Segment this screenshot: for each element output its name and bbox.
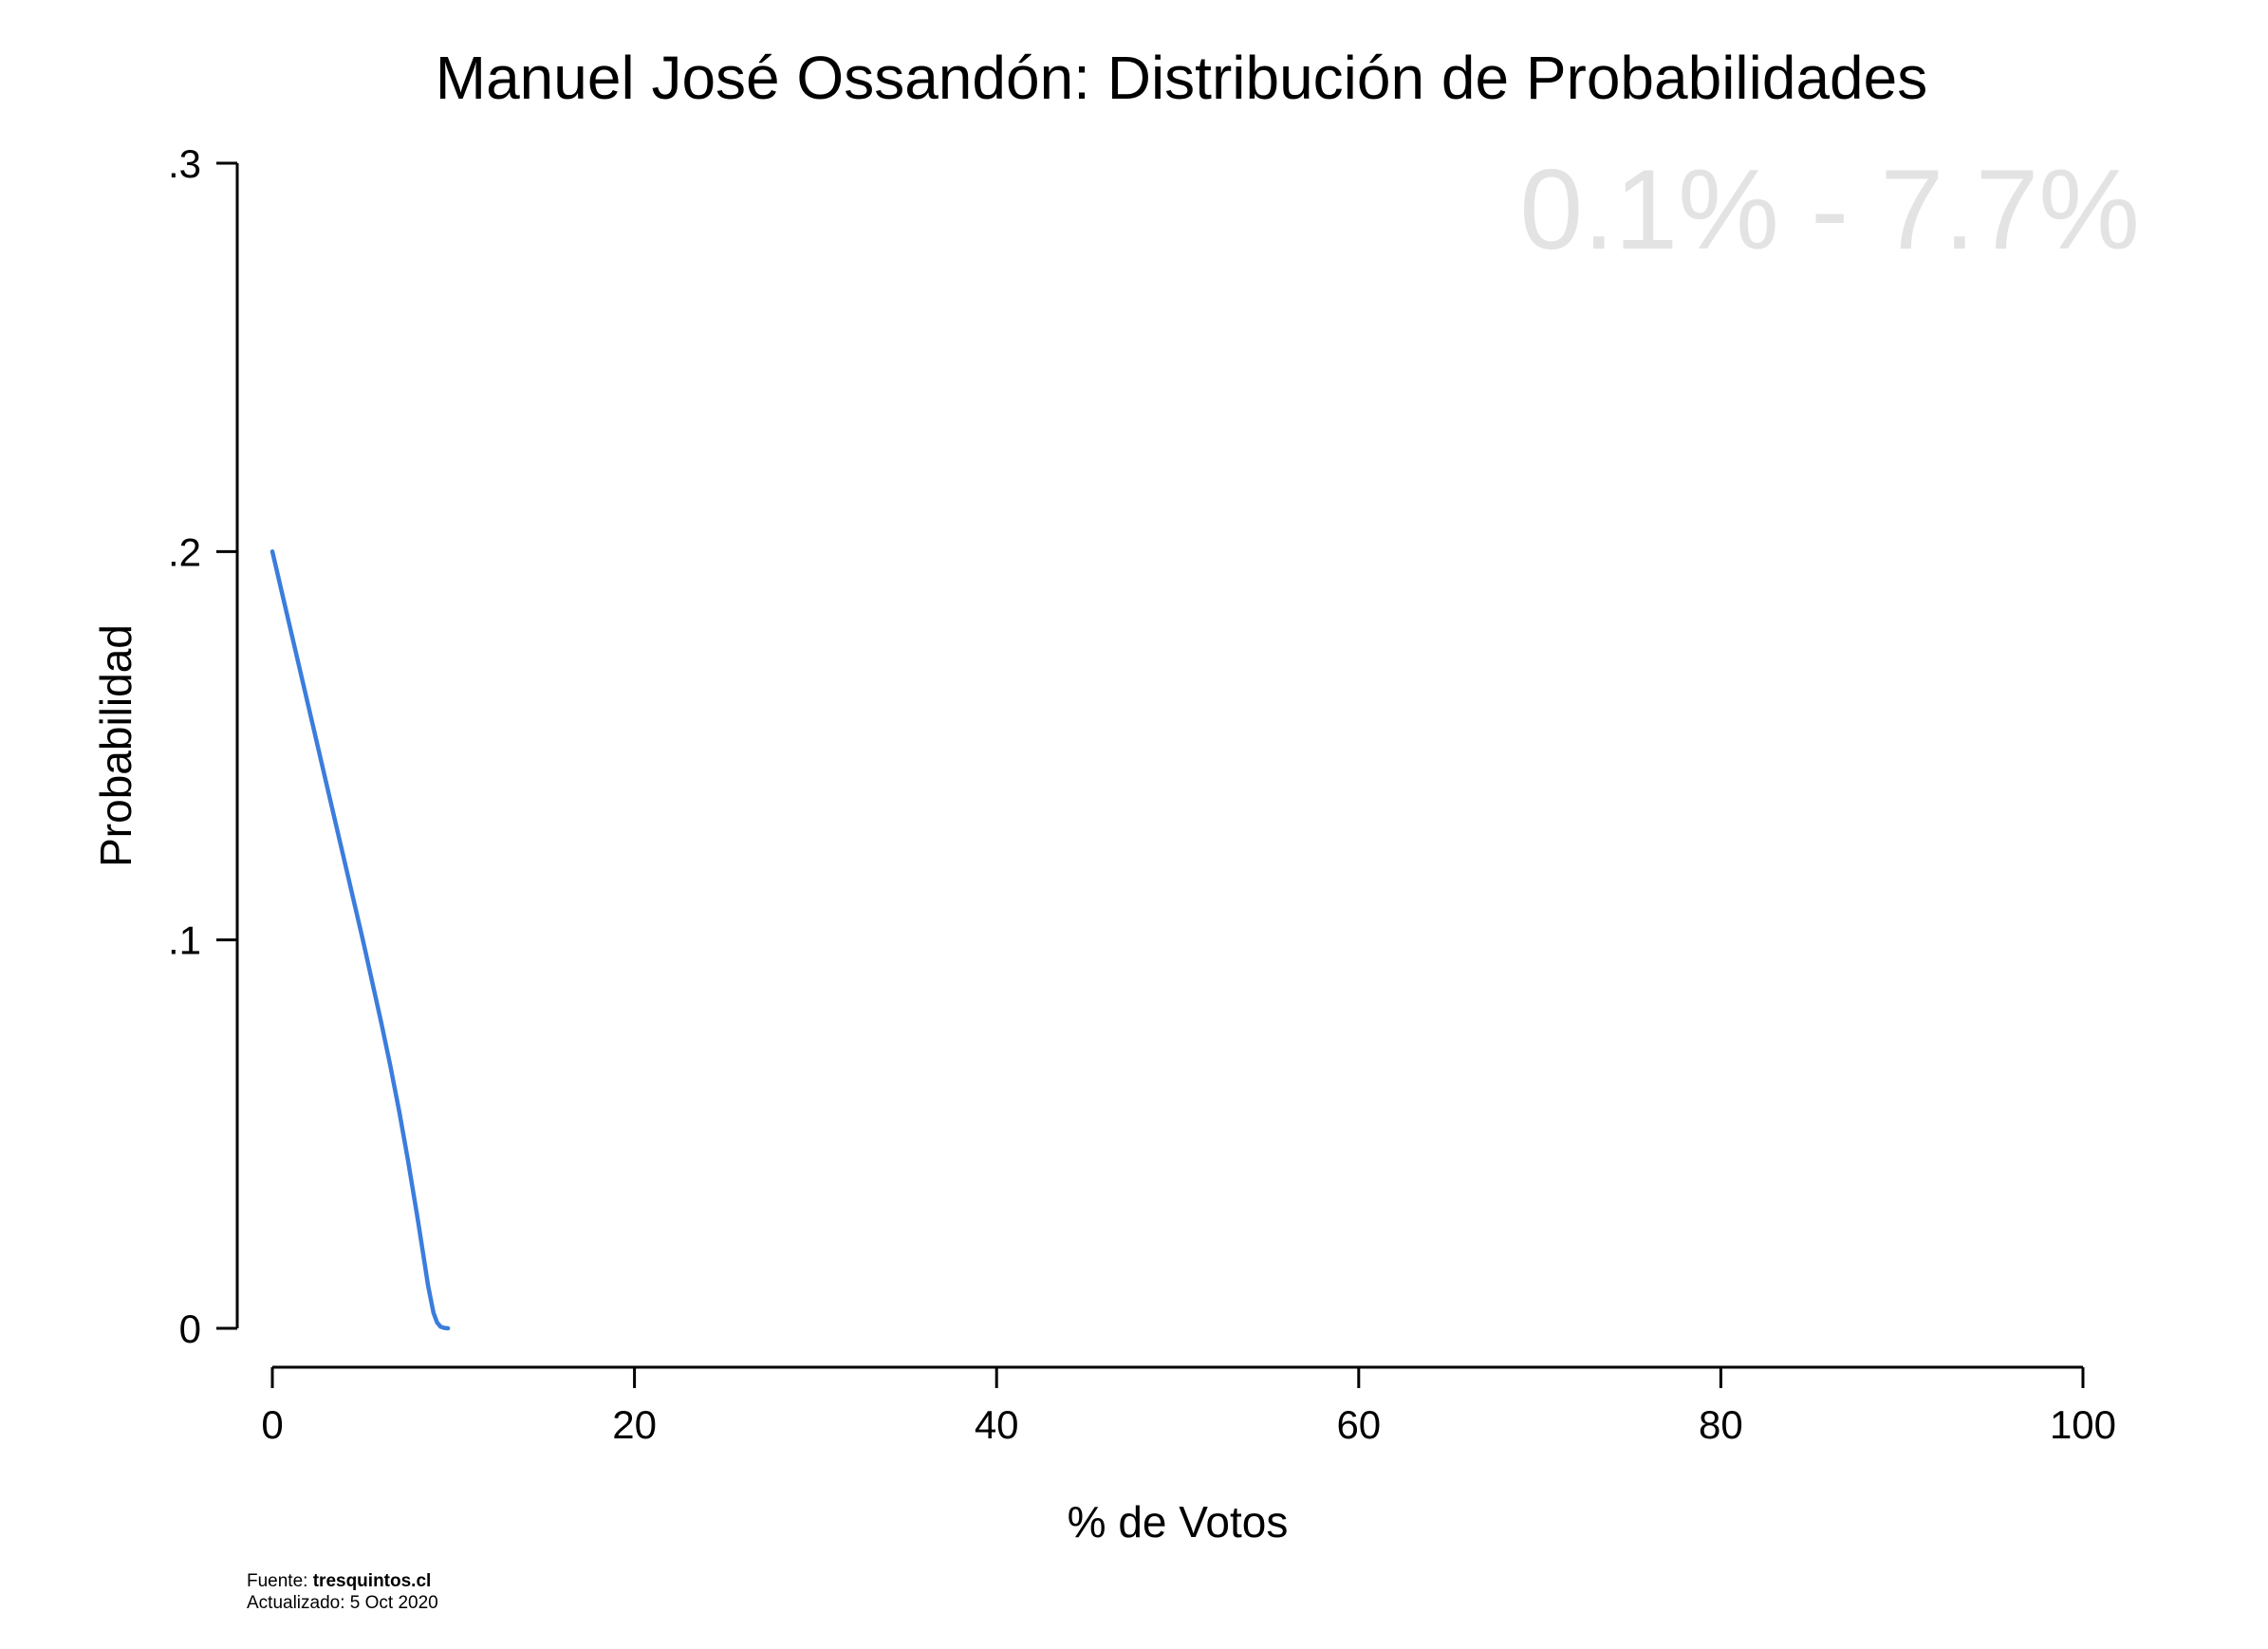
x-axis-label: % de Votos [1068, 1497, 1289, 1547]
x-tick-label: 100 [2050, 1402, 2116, 1447]
x-tick-label: 40 [975, 1402, 1019, 1447]
source-site: tresquintos.cl [312, 1571, 432, 1591]
chart-footer: Fuente: tresquintos.cl Actualizado: 5 Oc… [247, 1570, 438, 1614]
x-tick-label: 60 [1336, 1402, 1381, 1447]
y-axis-label: Probabilidad [91, 624, 140, 867]
y-tick-label: .2 [168, 529, 201, 574]
density-line [270, 549, 451, 1331]
source-prefix: Fuente: [247, 1571, 313, 1591]
x-tick-label: 80 [1699, 1402, 1743, 1447]
y-tick-label: 0 [179, 1306, 201, 1351]
y-tick-label: .3 [168, 141, 201, 186]
chart-title: Manuel José Ossandón: Distribución de Pr… [436, 44, 1927, 112]
x-axis: 0 20 40 60 80 100 [261, 1365, 2116, 1447]
y-tick-label: .1 [168, 918, 201, 963]
source-line: Fuente: tresquintos.cl [247, 1570, 438, 1592]
x-tick-label: 20 [612, 1402, 657, 1447]
x-tick-label: 0 [261, 1402, 283, 1447]
range-annotation: 0.1% - 7.7% [1519, 146, 2140, 273]
y-axis: 0 .1 .2 .3 [168, 141, 239, 1351]
updated-line: Actualizado: 5 Oct 2020 [247, 1593, 438, 1613]
